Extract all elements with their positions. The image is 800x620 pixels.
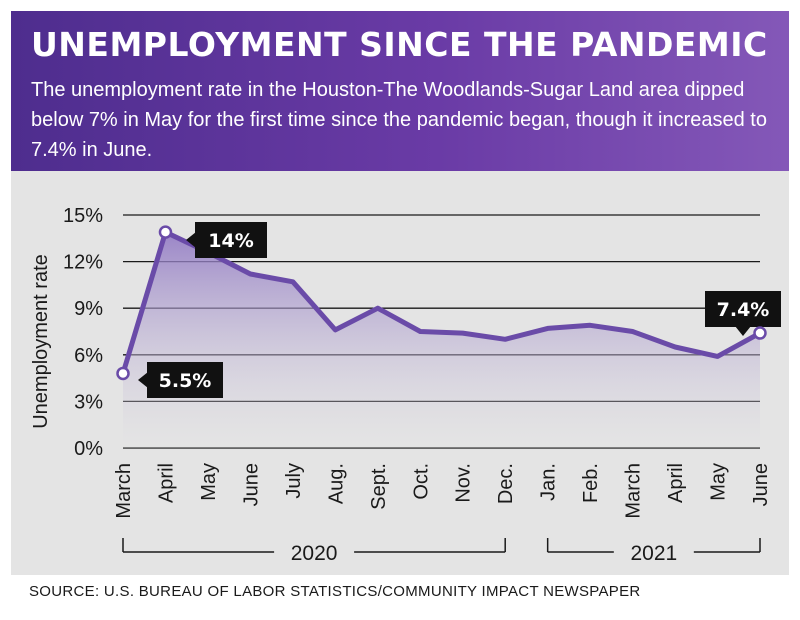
line-chart: 0% 3% 6% 9% 12% 15% Unemployment rate March Ap… [30, 205, 781, 565]
x-tick-label: Jan. [538, 463, 560, 501]
y-tick-label: 12% [63, 252, 103, 274]
highlight-points [116, 225, 767, 381]
x-tick-label: Oct. [410, 463, 432, 500]
x-tick-label: April [665, 463, 687, 503]
y-tick-label: 3% [74, 391, 103, 413]
x-tick-label: May [198, 463, 220, 501]
callout-box [195, 222, 267, 258]
y-axis-label: Unemployment rate [30, 254, 52, 429]
callout: 7.4% [705, 291, 781, 336]
chart-title: UNEMPLOYMENT SINCE THE PANDEMIC [31, 25, 768, 64]
year-label: 2020 [291, 542, 338, 565]
series-line [120, 229, 763, 376]
callout-pointer [186, 232, 196, 248]
x-tick-label: Dec. [495, 463, 517, 504]
data-line [120, 229, 763, 376]
header-banner: UNEMPLOYMENT SINCE THE PANDEMIC The unem… [11, 11, 789, 171]
callout-label: 14% [208, 230, 253, 252]
y-tick-label: 15% [63, 205, 103, 227]
year-label: 2021 [630, 542, 677, 565]
callout-label: 7.4% [717, 299, 770, 321]
callouts: 5.5% 14% 7.4% [138, 222, 781, 398]
y-tick-label: 0% [74, 438, 103, 460]
data-point [116, 366, 130, 381]
y-tick-label: 9% [74, 298, 103, 320]
x-tick-label: March [623, 463, 645, 519]
y-tick-label: 6% [74, 345, 103, 367]
x-tick-label: Nov. [453, 463, 475, 503]
data-point [158, 225, 173, 239]
callout: 14% [186, 222, 267, 258]
infographic: UNEMPLOYMENT SINCE THE PANDEMIC The unem… [11, 11, 789, 609]
x-tick-label: June [240, 463, 262, 506]
data-point [753, 326, 767, 340]
callout-pointer [138, 372, 148, 388]
x-tick-label: March [113, 463, 135, 519]
x-tick-label: April [155, 463, 177, 503]
callout-pointer [735, 326, 751, 336]
x-axis-ticks: March April May June July Aug. Sept. Oct. Nov. De… [113, 463, 772, 519]
callout: 5.5% [138, 362, 223, 398]
x-tick-label: Sept. [368, 463, 390, 510]
source-note: SOURCE: U.S. BUREAU OF LABOR STATISTICS/… [29, 583, 641, 600]
y-axis-ticks: 0% 3% 6% 9% 12% 15% [63, 205, 103, 460]
area-fill [123, 232, 760, 448]
callout-box [705, 291, 781, 327]
x-tick-label: Feb. [580, 463, 602, 503]
callout-box [147, 362, 223, 398]
x-tick-label: June [750, 463, 772, 506]
x-tick-label: Aug. [325, 463, 347, 504]
area-shape [123, 232, 760, 448]
year-brackets: 2020 2021 [122, 538, 761, 565]
callout-label: 5.5% [159, 370, 212, 392]
chart-subtitle: The unemployment rate in the Houston-The… [31, 79, 767, 161]
x-tick-label: May [708, 463, 730, 501]
x-tick-label: July [283, 463, 305, 499]
